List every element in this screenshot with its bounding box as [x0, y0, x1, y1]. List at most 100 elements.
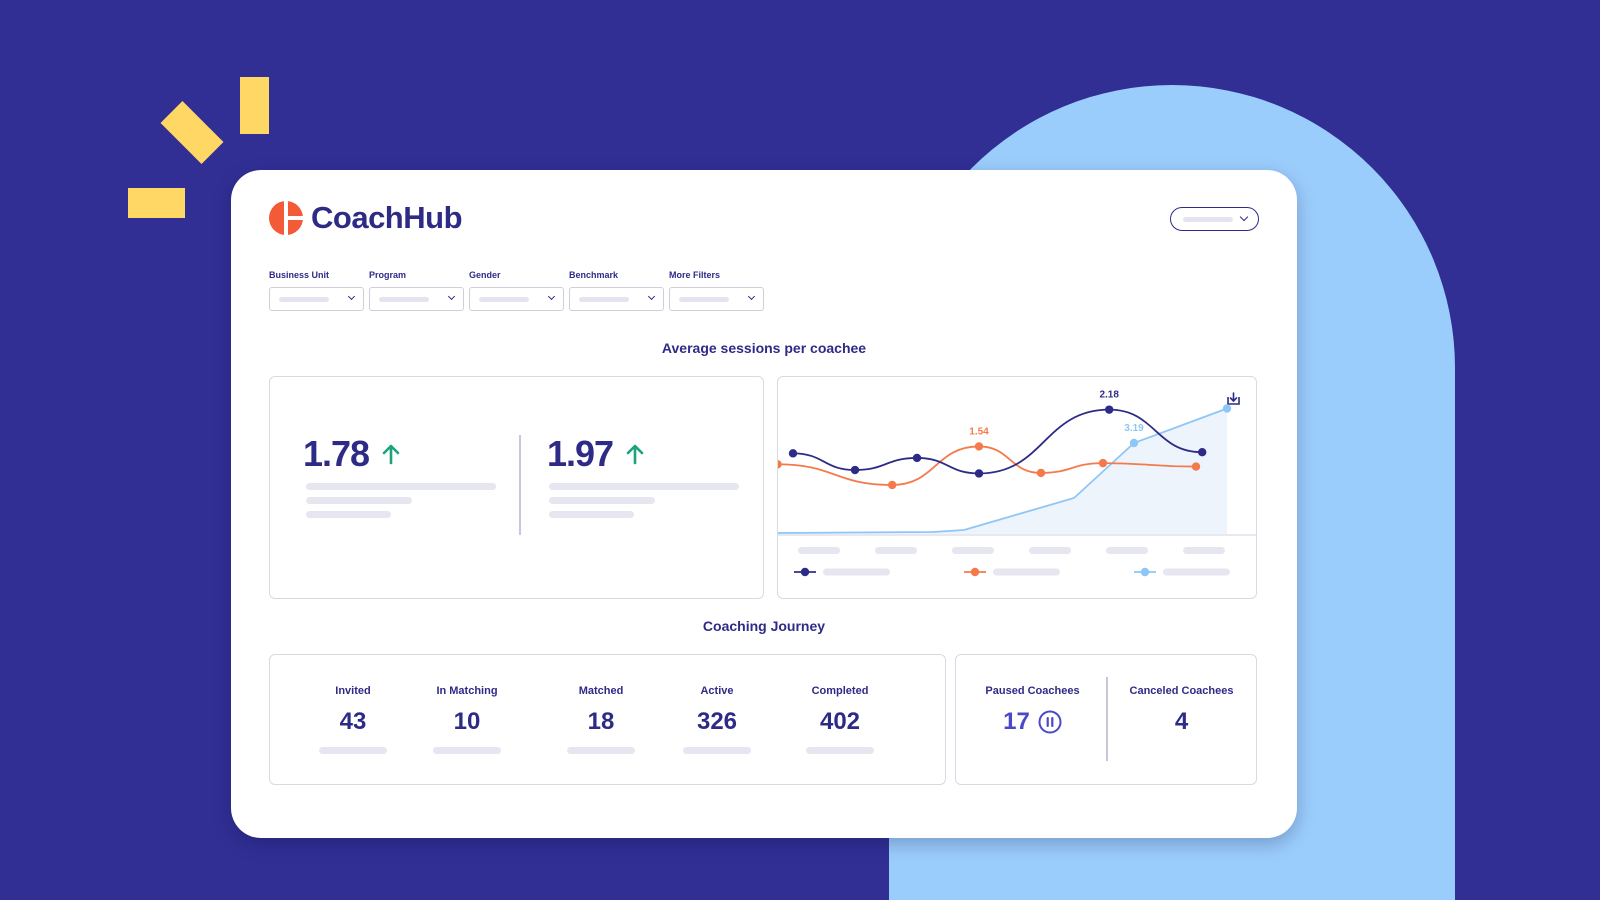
stat-label: Canceled Coachees — [1129, 685, 1234, 697]
chevron-down-icon — [547, 292, 556, 301]
data-point[interactable] — [1036, 468, 1046, 478]
stage-label: Invited — [335, 685, 371, 697]
filter-label: More Filters — [669, 270, 721, 280]
filter-benchmark: Benchmark — [569, 270, 664, 311]
legend-item[interactable] — [964, 567, 1060, 577]
paused-value-row: 17 — [970, 708, 1095, 736]
data-point[interactable] — [888, 480, 897, 490]
business-unit-select[interactable] — [269, 287, 364, 311]
chevron-down-icon — [1239, 212, 1249, 222]
data-point[interactable] — [1098, 458, 1108, 468]
data-point[interactable] — [912, 453, 922, 463]
placeholder-bar — [1183, 217, 1233, 222]
placeholder-bar — [306, 497, 412, 504]
x-tick-placeholder — [1183, 547, 1225, 554]
stage-label: In Matching — [436, 685, 498, 697]
x-tick-placeholder — [798, 547, 840, 554]
data-point[interactable] — [788, 449, 798, 458]
data-label: 1.54 — [969, 426, 989, 437]
filter-label: Gender — [469, 270, 501, 280]
filter-label: Program — [369, 270, 407, 280]
data-point[interactable] — [1129, 438, 1139, 448]
stage-label: Matched — [578, 685, 624, 697]
placeholder-bar — [806, 747, 874, 754]
filter-gender: Gender — [469, 270, 564, 311]
gender-select[interactable] — [469, 287, 564, 311]
stat-paused[interactable]: Paused Coachees 17 — [970, 685, 1095, 736]
download-icon[interactable] — [1227, 392, 1240, 405]
decor-ray — [240, 77, 269, 134]
data-point[interactable] — [974, 442, 984, 451]
placeholder-bar — [306, 483, 496, 490]
placeholder-bar — [306, 511, 391, 518]
placeholder-bar — [319, 747, 387, 754]
decor-ray — [160, 101, 224, 164]
data-point[interactable] — [1222, 404, 1232, 413]
placeholder-bar — [279, 297, 329, 302]
series-line — [778, 407, 1228, 534]
stage-value: 326 — [696, 708, 738, 735]
divider — [519, 435, 521, 535]
journey-title: Coaching Journey — [702, 618, 826, 634]
data-point[interactable] — [974, 469, 984, 478]
benchmark-select[interactable] — [569, 287, 664, 311]
placeholder-bar — [549, 497, 655, 504]
data-point[interactable] — [1105, 405, 1114, 414]
account-dropdown[interactable] — [1170, 207, 1259, 231]
program-select[interactable] — [369, 287, 464, 311]
placeholder-bar — [433, 747, 501, 754]
chevron-down-icon — [447, 292, 456, 301]
chevron-down-icon — [347, 292, 356, 301]
stage-matched: Matched 18 — [556, 685, 646, 754]
stage-label: Completed — [811, 685, 869, 697]
stage-invited: Invited 43 — [319, 685, 387, 754]
series-line — [778, 445, 1197, 486]
more-filters-select[interactable] — [669, 287, 764, 311]
data-point[interactable] — [850, 465, 860, 475]
data-label: 2.18 — [1099, 390, 1119, 401]
x-tick-placeholder — [1029, 547, 1071, 554]
stat-canceled[interactable]: Canceled Coachees 4 — [1114, 685, 1249, 736]
placeholder-bar — [567, 747, 635, 754]
decor-ray — [128, 188, 185, 218]
x-tick-placeholder — [1106, 547, 1148, 554]
dashboard-card: CoachHub Business Unit Program Gender Be… — [231, 170, 1297, 838]
brand-name: CoachHub — [311, 200, 463, 235]
data-point[interactable] — [1191, 462, 1201, 471]
kpi-left: 1.78 — [303, 433, 401, 475]
stage-completed: Completed 402 — [790, 685, 890, 754]
arrow-up-icon — [382, 444, 400, 465]
stage-value: 18 — [587, 708, 615, 735]
filter-more: More Filters — [669, 270, 764, 311]
stage-value: 43 — [339, 708, 367, 735]
filter-label: Benchmark — [569, 270, 619, 280]
placeholder-bar — [679, 297, 729, 302]
stage-label: Active — [700, 685, 734, 697]
coachhub-logo-icon — [269, 201, 303, 235]
legend-item[interactable] — [1134, 567, 1230, 577]
brand-logo[interactable]: CoachHub — [269, 200, 463, 236]
filter-label: Business Unit — [269, 270, 330, 280]
data-point[interactable] — [778, 460, 782, 469]
kpi-value: 1.78 — [303, 433, 370, 474]
placeholder-bar — [549, 483, 739, 490]
x-tick-placeholder — [875, 547, 917, 554]
stat-value: 4 — [1174, 708, 1189, 735]
data-point[interactable] — [1198, 448, 1207, 457]
sessions-chart-panel: 2.18 1.54 3.19 — [777, 376, 1257, 599]
data-label: 3.19 — [1124, 423, 1144, 434]
divider — [1106, 677, 1108, 761]
sessions-title: Average sessions per coachee — [661, 340, 867, 356]
stage-value: 10 — [453, 708, 481, 735]
stage-in-matching: In Matching 10 — [422, 685, 512, 754]
x-tick-placeholder — [952, 547, 994, 554]
sessions-line-chart: 2.18 1.54 3.19 — [778, 390, 1256, 577]
placeholder-bar — [549, 511, 634, 518]
pause-icon — [1038, 710, 1062, 734]
kpi-value: 1.97 — [547, 433, 614, 474]
legend-item[interactable] — [794, 567, 890, 577]
kpi-right: 1.97 — [547, 433, 645, 475]
placeholder-bar — [479, 297, 529, 302]
chevron-down-icon — [647, 292, 656, 301]
sessions-kpi-panel: 1.78 1.97 — [269, 376, 764, 599]
